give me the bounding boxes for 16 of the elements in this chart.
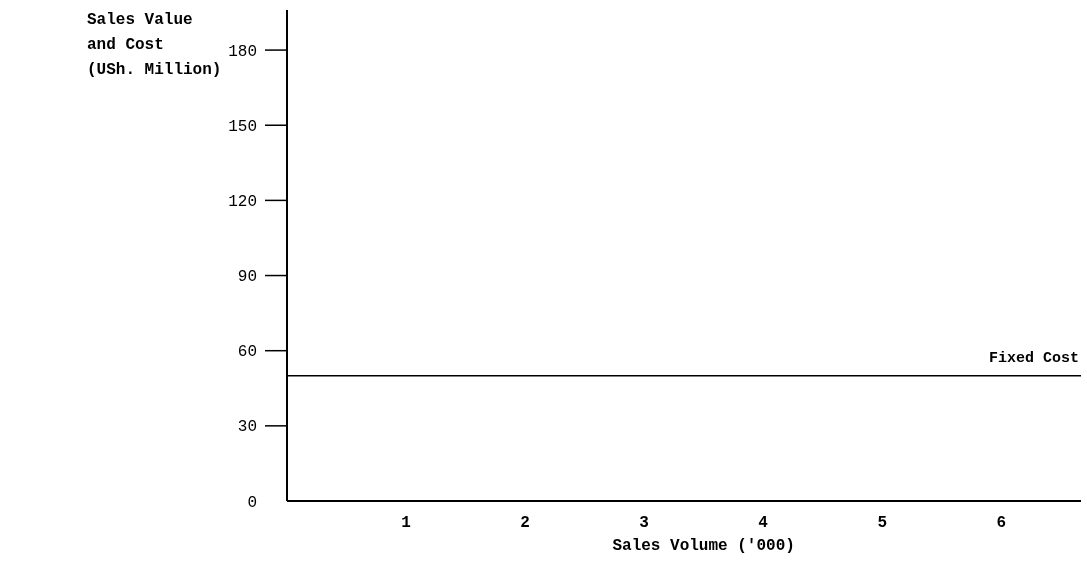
series-label: Fixed Cost (988, 349, 1079, 367)
x-tick-label: 3 (639, 514, 649, 532)
x-tick-label: 6 (996, 514, 1007, 532)
x-tick-label: 4 (758, 514, 769, 532)
y-tick-label: 90 (237, 268, 257, 287)
y-axis-title: Sales Value and Cost (USh. Million) (87, 11, 222, 79)
x-tick-label: 2 (520, 514, 530, 532)
y-tick-label: 0 (247, 493, 257, 512)
x-axis-title: Sales Volume ('000) (612, 537, 795, 555)
y-tick-label: 180 (228, 42, 257, 61)
y-tick-label: 150 (228, 117, 257, 136)
x-tick-label: 5 (877, 514, 888, 532)
x-tick-label: 1 (401, 514, 411, 532)
y-tick-label: 30 (237, 418, 257, 437)
y-tick-label: 60 (237, 343, 257, 362)
y-tick-label: 120 (228, 192, 257, 211)
